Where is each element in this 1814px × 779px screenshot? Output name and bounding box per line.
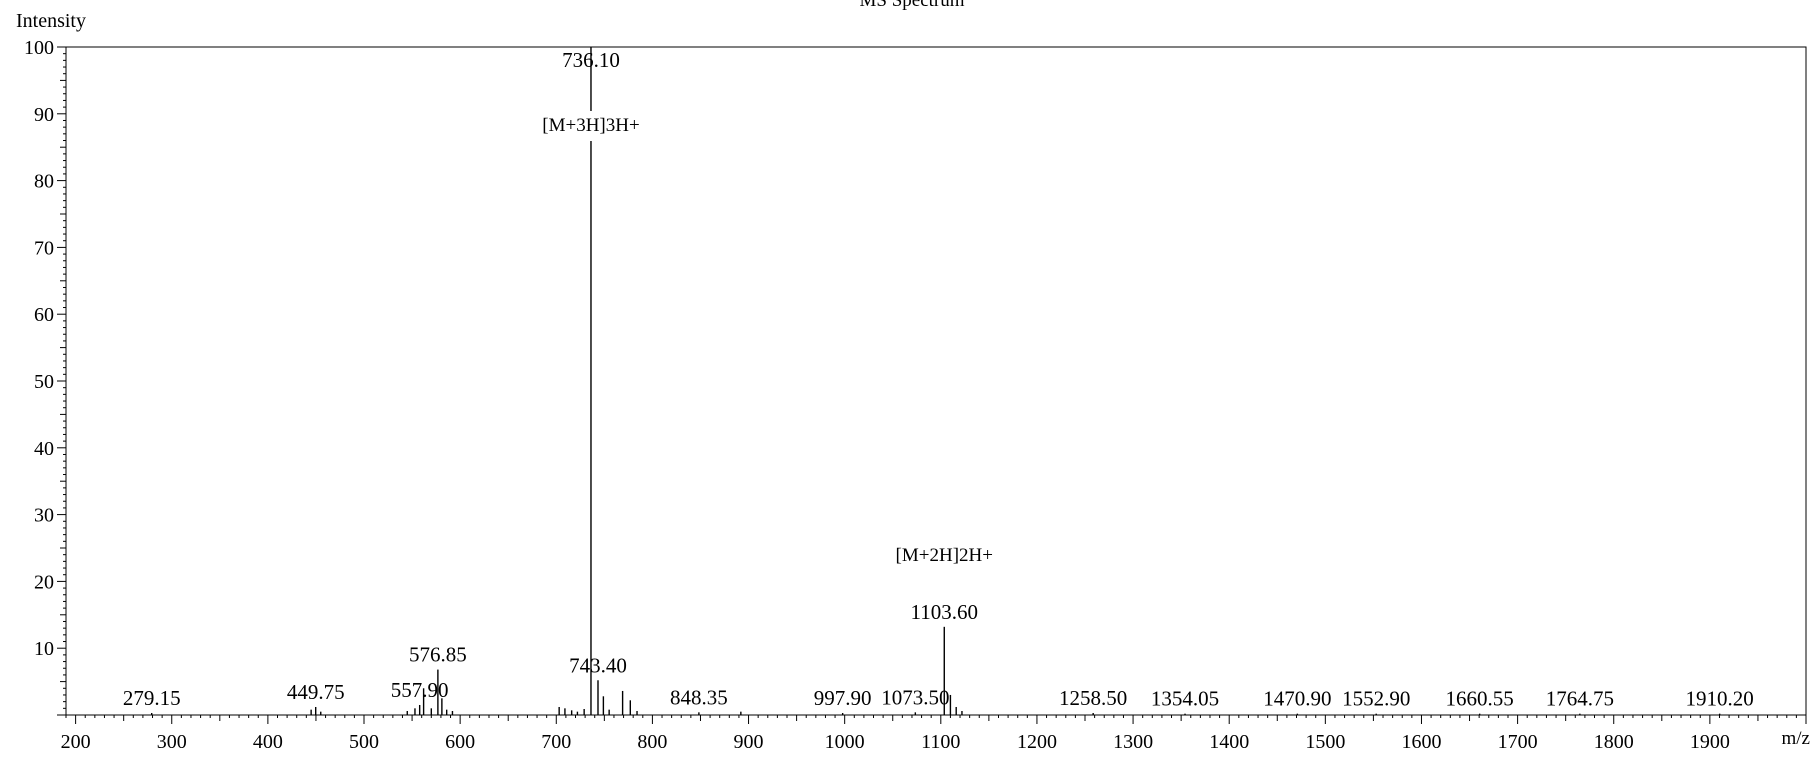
- peak-label: 743.40: [569, 653, 627, 677]
- x-tick-label: 1300: [1113, 731, 1153, 753]
- x-tick-label: 1600: [1401, 731, 1441, 753]
- peak-label: 279.15: [123, 686, 181, 710]
- peak-annotation: [M+2H]2H+: [896, 545, 993, 566]
- y-tick-label: 30: [34, 505, 54, 527]
- y-tick-label: 60: [34, 304, 54, 326]
- y-tick-label: 50: [34, 371, 54, 393]
- peak-annotation: [M+3H]3H+: [542, 115, 639, 136]
- x-tick-label: 1800: [1594, 731, 1634, 753]
- peak-label: 1470.90: [1263, 687, 1331, 711]
- x-tick-label: 600: [445, 731, 475, 753]
- x-tick-label: 500: [349, 731, 379, 753]
- x-tick-label: 1500: [1305, 731, 1345, 753]
- x-tick-label: 1100: [921, 731, 960, 753]
- x-tick-label: 1200: [1017, 731, 1057, 753]
- peak-label: 557.90: [391, 678, 449, 702]
- y-axis-label: Intensity: [16, 10, 86, 32]
- x-tick-label: 200: [61, 731, 91, 753]
- peaks: [151, 47, 1721, 715]
- peak-label: 997.90: [814, 686, 872, 710]
- peak-label: 1258.50: [1059, 686, 1127, 710]
- chart-title: MS Spectrum: [859, 0, 964, 11]
- peak-label: 1103.60: [911, 600, 978, 624]
- peak-label: 1660.55: [1446, 687, 1514, 711]
- peak-label: 449.75: [287, 680, 345, 704]
- x-tick-label: 1900: [1690, 731, 1730, 753]
- y-tick-label: 80: [34, 171, 54, 193]
- peak-label: 1910.20: [1686, 687, 1754, 711]
- y-axis: 10 20 30 40 50 60 70 80 90 100: [24, 37, 66, 716]
- y-tick-label: 70: [34, 237, 54, 259]
- peak-label: 1552.90: [1342, 687, 1410, 711]
- peak-label: 1073.50: [881, 685, 949, 709]
- x-tick-label: 300: [157, 731, 187, 753]
- x-axis: 200 300 400 500 600 700 800 900 1000 1100 1200 1300…: [61, 715, 1807, 753]
- peak-label: 1764.75: [1546, 687, 1614, 711]
- y-tick-label: 90: [34, 104, 54, 126]
- x-tick-label: 1400: [1209, 731, 1249, 753]
- peak-label: 576.85: [409, 643, 467, 667]
- x-tick-label: 900: [734, 731, 764, 753]
- x-tick-label: 1000: [825, 731, 865, 753]
- x-tick-label: 800: [637, 731, 667, 753]
- peak-label: 1354.05: [1151, 687, 1219, 711]
- x-tick-label: 1700: [1498, 731, 1538, 753]
- peak-labels: 279.15 449.75 557.90 576.85 736.10 [M+3H]3H+ 7…: [123, 48, 1754, 711]
- x-tick-label: 400: [253, 731, 283, 753]
- peak-label: 848.35: [670, 685, 728, 709]
- x-tick-label: 700: [541, 731, 571, 753]
- y-tick-label: 20: [34, 571, 54, 593]
- annotation-gap: [587, 111, 594, 141]
- y-tick-label: 40: [34, 438, 54, 460]
- y-tick-label: 100: [24, 37, 54, 59]
- y-tick-label: 10: [34, 638, 54, 660]
- peak-label: 736.10: [562, 48, 620, 72]
- x-axis-label: m/z: [1782, 728, 1811, 749]
